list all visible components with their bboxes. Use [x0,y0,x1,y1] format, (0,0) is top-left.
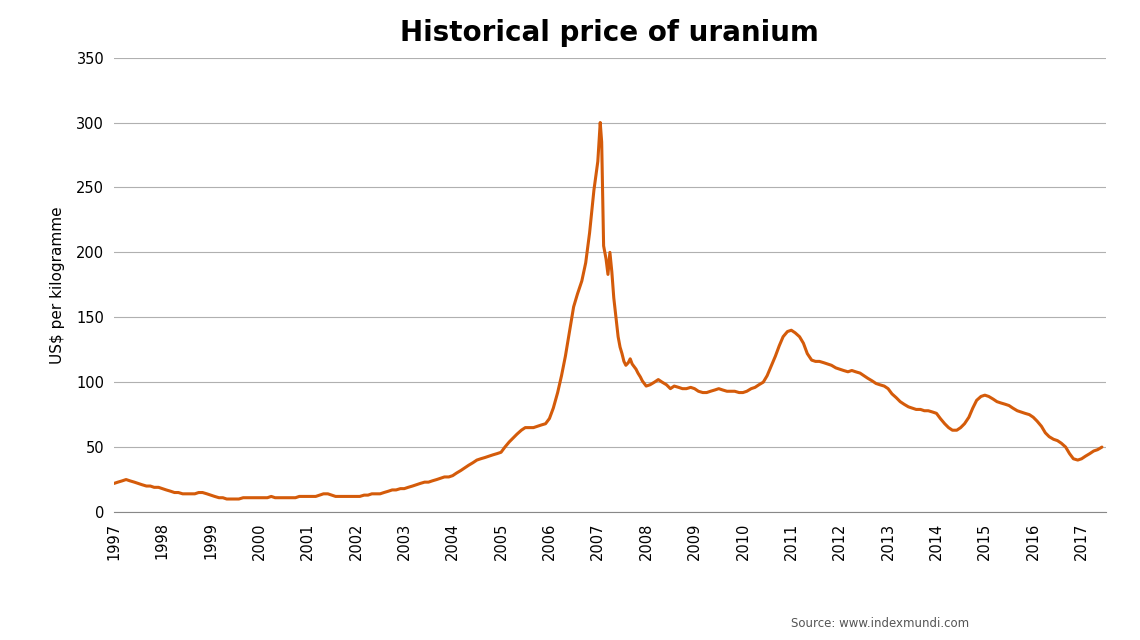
Text: Source: www.indexmundi.com: Source: www.indexmundi.com [791,617,969,630]
Title: Historical price of uranium: Historical price of uranium [400,19,820,47]
Y-axis label: US$ per kilogramme: US$ per kilogramme [50,206,65,364]
